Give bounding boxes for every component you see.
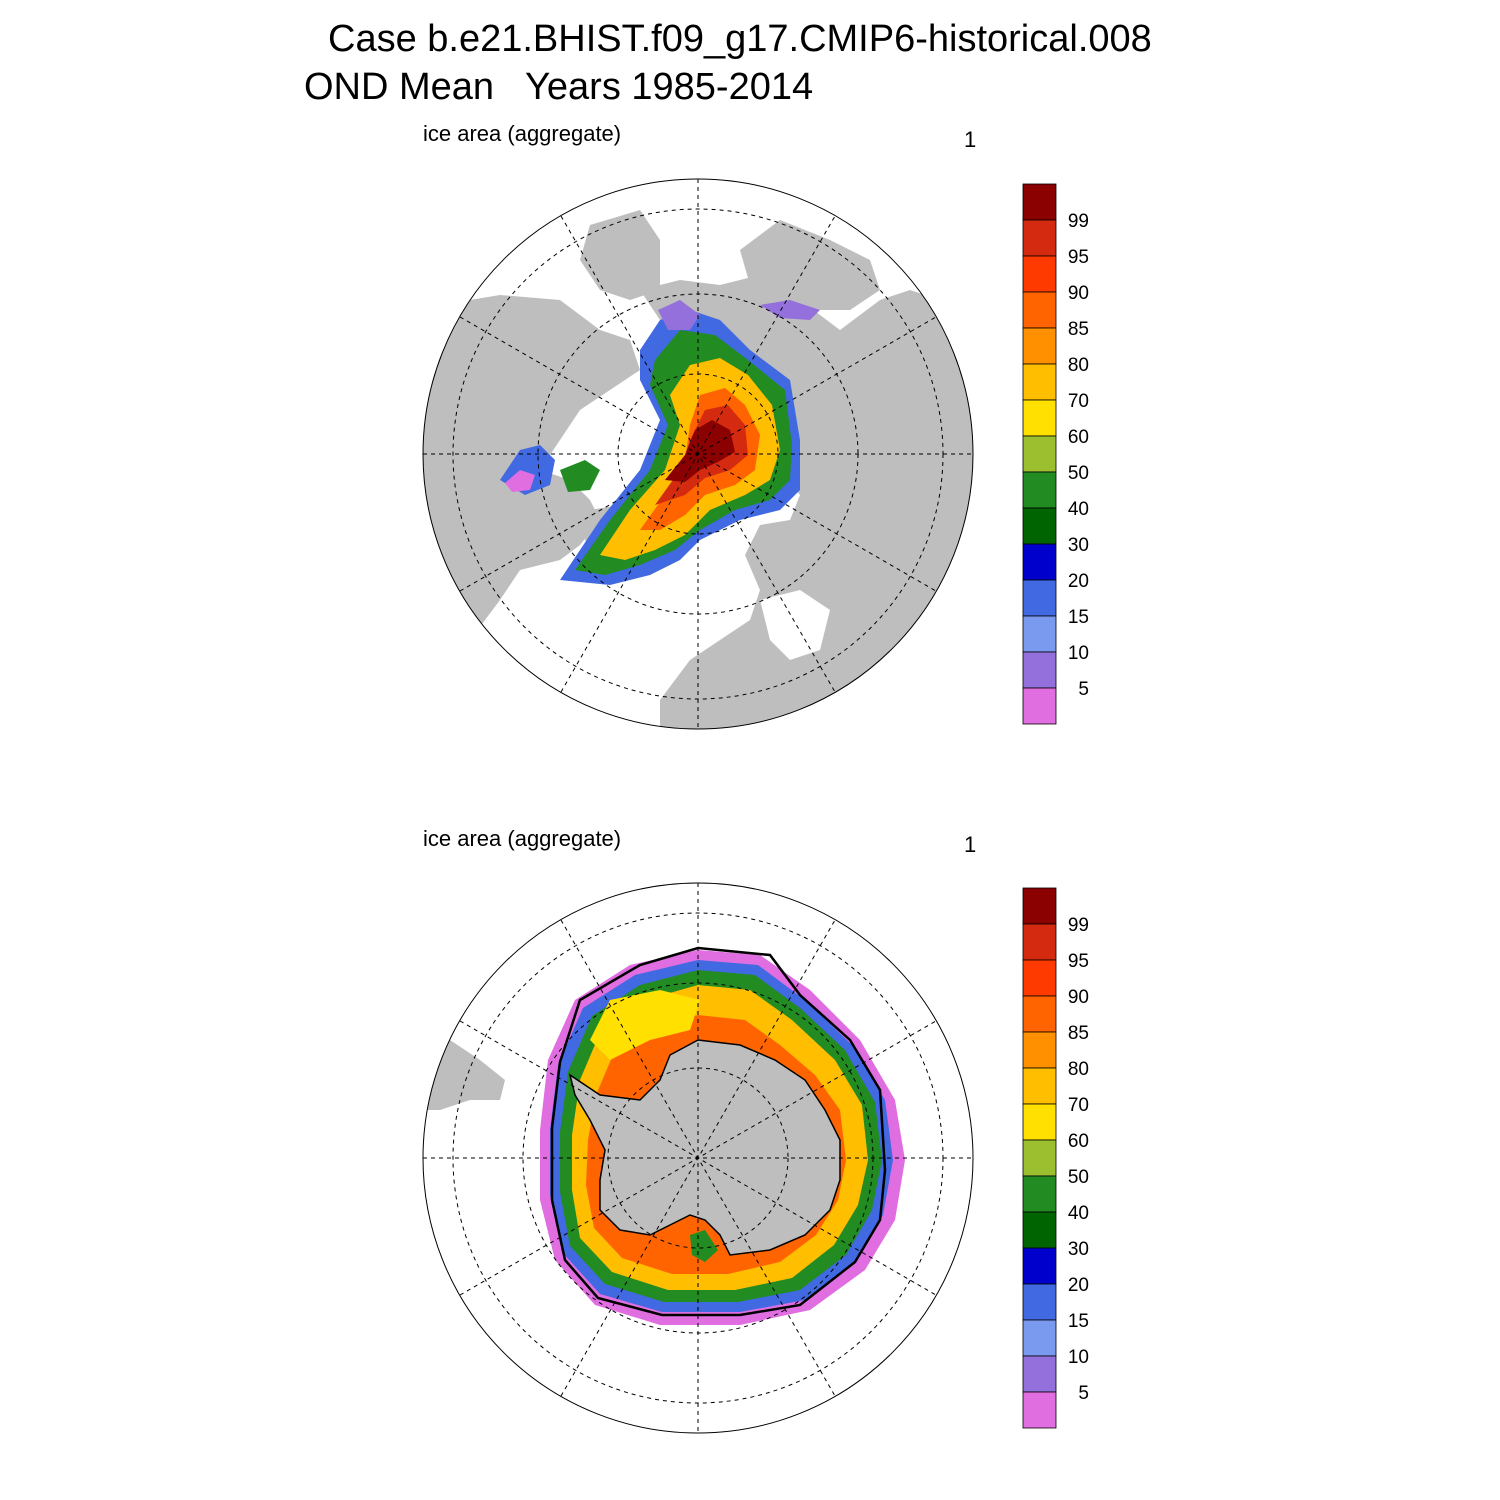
south-colorbar-swatch bbox=[1022, 1031, 1057, 1069]
south-colorbar-label: 5 bbox=[1078, 1383, 1089, 1404]
south-colorbar-swatch bbox=[1022, 1175, 1057, 1213]
south-colorbar-label: 40 bbox=[1068, 1203, 1089, 1224]
north-land-alaska bbox=[580, 210, 660, 300]
south-colorbar-swatch bbox=[1022, 1319, 1057, 1357]
south-panel-right-label: 1 bbox=[964, 832, 977, 857]
north-colorbar-swatch bbox=[1022, 543, 1057, 581]
north-colorbar-swatch bbox=[1022, 219, 1057, 257]
south-colorbar-swatch bbox=[1022, 887, 1057, 925]
north-colorbar-label: 90 bbox=[1068, 283, 1089, 304]
south-colorbar-swatch bbox=[1022, 923, 1057, 961]
south-colorbar-label: 80 bbox=[1068, 1059, 1089, 1080]
south-colorbar: 99 95 90 85 80 70 60 50 40 30 20 15 10 5 bbox=[1022, 887, 1089, 1429]
north-colorbar-swatch bbox=[1022, 327, 1057, 365]
north-colorbar-label: 30 bbox=[1068, 535, 1089, 556]
south-land-south-america bbox=[423, 1040, 505, 1110]
south-colorbar-label: 30 bbox=[1068, 1239, 1089, 1260]
south-colorbar-swatch bbox=[1022, 1139, 1057, 1177]
south-colorbar-label: 99 bbox=[1068, 915, 1089, 936]
south-colorbar-swatch bbox=[1022, 959, 1057, 997]
north-colorbar-swatch bbox=[1022, 363, 1057, 401]
north-colorbar-label: 99 bbox=[1068, 211, 1089, 232]
south-colorbar-label: 90 bbox=[1068, 987, 1089, 1008]
north-colorbar-label: 70 bbox=[1068, 391, 1089, 412]
south-colorbar-swatch bbox=[1022, 995, 1057, 1033]
south-polar-map bbox=[422, 882, 974, 1434]
south-colorbar-label: 70 bbox=[1068, 1095, 1089, 1116]
north-colorbar-swatch bbox=[1022, 291, 1057, 329]
south-colorbar-swatch bbox=[1022, 1391, 1057, 1429]
north-colorbar-label: 80 bbox=[1068, 355, 1089, 376]
north-colorbar-label: 20 bbox=[1068, 571, 1089, 592]
north-colorbar-swatch bbox=[1022, 471, 1057, 509]
figure-title-line2: OND Mean Years 1985-2014 bbox=[304, 66, 814, 108]
north-map-border bbox=[422, 178, 974, 730]
north-colorbar-swatch bbox=[1022, 579, 1057, 617]
north-colorbar-label: 15 bbox=[1068, 607, 1089, 628]
south-ice-edge-contour bbox=[550, 946, 887, 1317]
south-colorbar-label: 10 bbox=[1068, 1347, 1089, 1368]
north-panel-right-label: 1 bbox=[964, 127, 977, 152]
south-colorbar-label: 60 bbox=[1068, 1131, 1089, 1152]
south-colorbar-label: 20 bbox=[1068, 1275, 1089, 1296]
north-colorbar-label: 95 bbox=[1068, 247, 1089, 268]
south-colorbar-swatch bbox=[1022, 1355, 1057, 1393]
south-map-border bbox=[422, 882, 974, 1434]
south-colorbar-swatch bbox=[1022, 1283, 1057, 1321]
south-colorbar-swatch bbox=[1022, 1247, 1057, 1285]
north-polar-map bbox=[422, 178, 974, 730]
north-colorbar-swatch bbox=[1022, 651, 1057, 689]
south-colorbar-swatch bbox=[1022, 1211, 1057, 1249]
north-colorbar: 99 95 90 85 80 70 60 50 40 30 20 15 10 5 bbox=[1022, 183, 1089, 725]
south-graticule bbox=[423, 883, 973, 1433]
north-colorbar-label: 60 bbox=[1068, 427, 1089, 448]
north-colorbar-label: 10 bbox=[1068, 643, 1089, 664]
north-panel-title: ice area (aggregate) bbox=[423, 121, 622, 146]
south-colorbar-label: 85 bbox=[1068, 1023, 1089, 1044]
north-colorbar-swatch bbox=[1022, 435, 1057, 473]
north-colorbar-swatch bbox=[1022, 507, 1057, 545]
north-land-eurasia bbox=[640, 275, 973, 729]
figure-title-line1: Case b.e21.BHIST.f09_g17.CMIP6-historica… bbox=[328, 18, 1152, 60]
south-panel-title: ice area (aggregate) bbox=[423, 826, 622, 851]
north-colorbar-label: 5 bbox=[1078, 679, 1089, 700]
north-colorbar-swatch bbox=[1022, 687, 1057, 725]
north-graticule bbox=[423, 179, 973, 729]
south-colorbar-label: 50 bbox=[1068, 1167, 1089, 1188]
north-colorbar-label: 50 bbox=[1068, 463, 1089, 484]
north-colorbar-swatch bbox=[1022, 255, 1057, 293]
north-colorbar-swatch bbox=[1022, 399, 1057, 437]
south-colorbar-label: 95 bbox=[1068, 951, 1089, 972]
south-colorbar-label: 15 bbox=[1068, 1311, 1089, 1332]
north-colorbar-swatch bbox=[1022, 615, 1057, 653]
north-land-scandinavia bbox=[760, 590, 830, 660]
south-colorbar-swatch bbox=[1022, 1067, 1057, 1105]
north-colorbar-label: 85 bbox=[1068, 319, 1089, 340]
north-colorbar-swatch bbox=[1022, 183, 1057, 221]
south-colorbar-swatch bbox=[1022, 1103, 1057, 1141]
north-colorbar-label: 40 bbox=[1068, 499, 1089, 520]
north-land-chukotka bbox=[740, 220, 880, 310]
